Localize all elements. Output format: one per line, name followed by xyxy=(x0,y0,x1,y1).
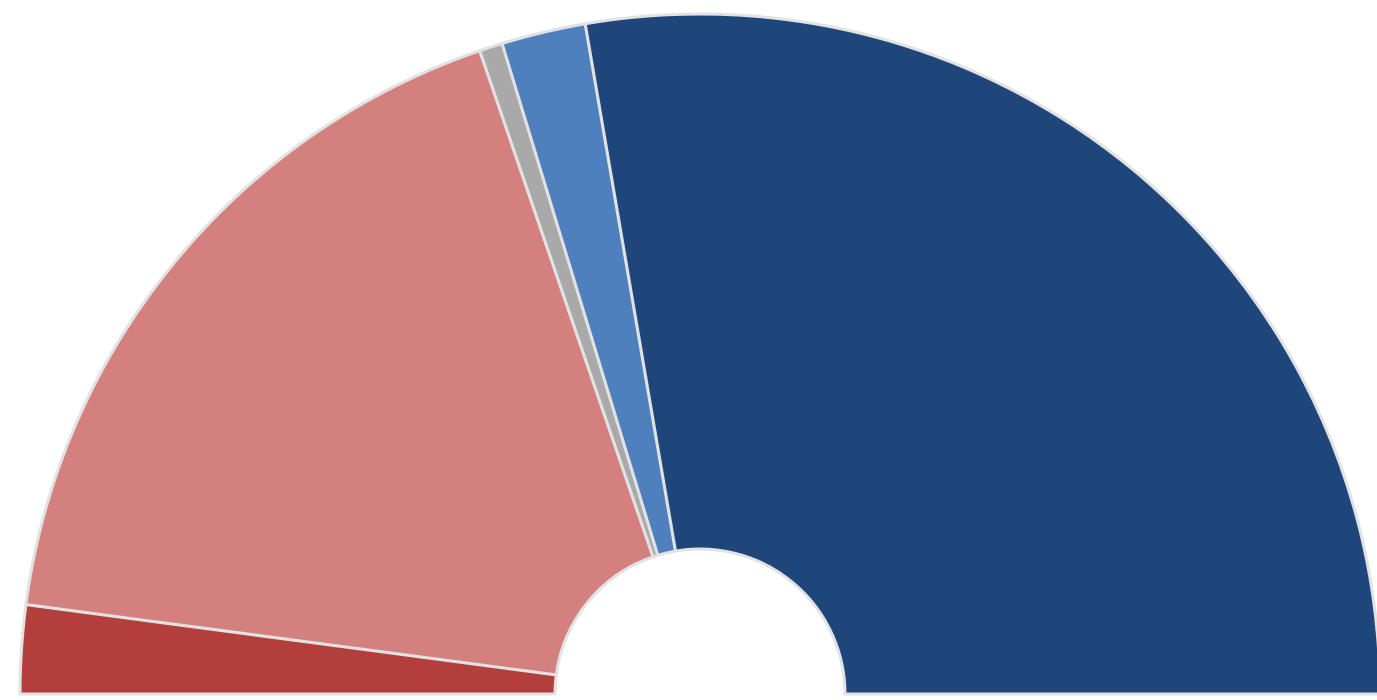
pie-slice xyxy=(583,12,1377,696)
pie-slice xyxy=(24,49,655,677)
